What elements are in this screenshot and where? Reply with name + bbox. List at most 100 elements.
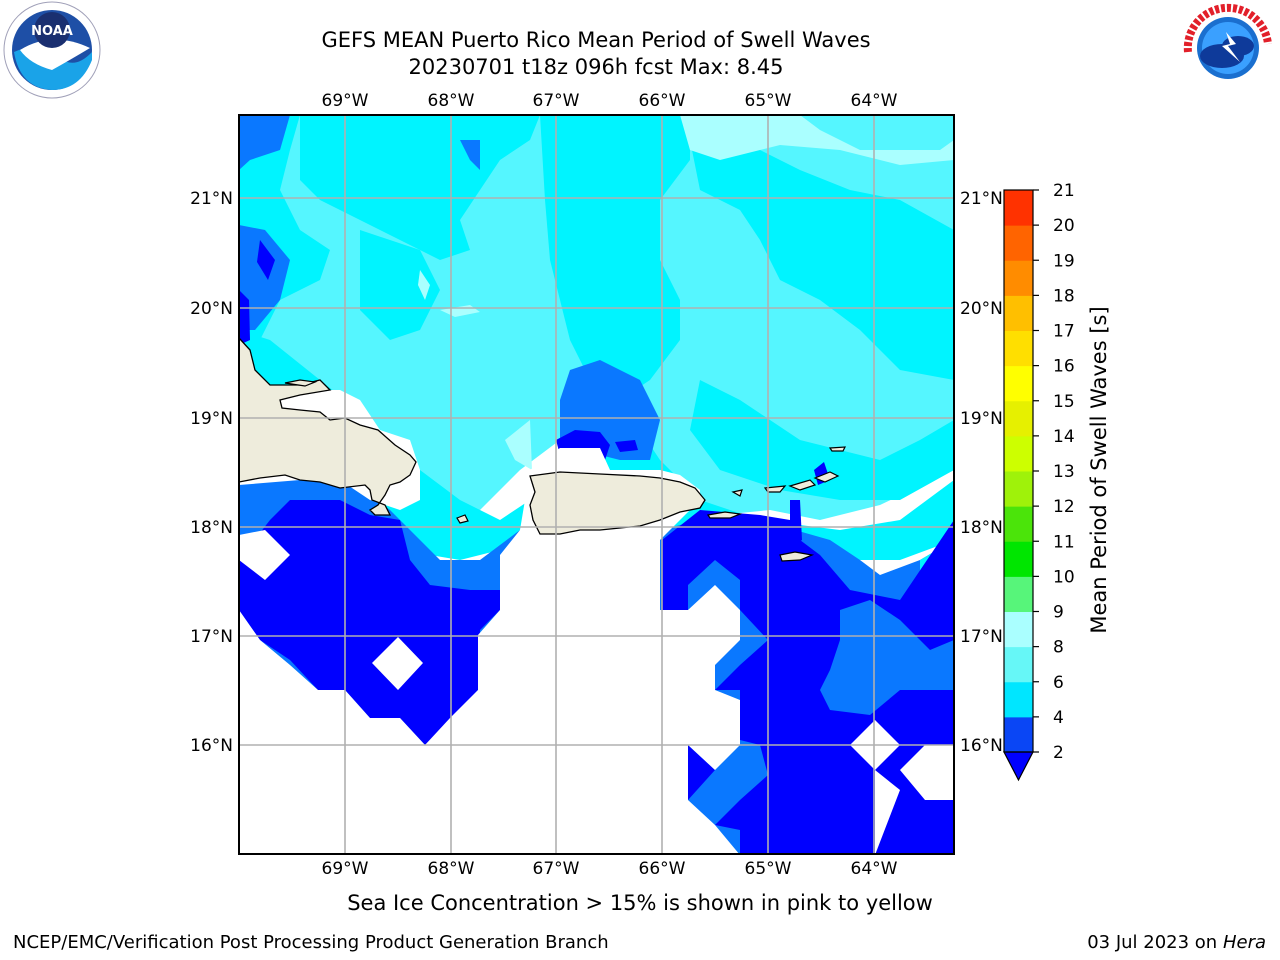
lon-label-bottom: 69°W: [322, 859, 369, 879]
date-value: 03 Jul 2023 on: [1087, 932, 1218, 953]
island-tortola: [788, 479, 817, 491]
colorbar-tick-label: 15: [1053, 392, 1075, 412]
lon-label-top: 69°W: [322, 91, 369, 111]
lon-label-top: 67°W: [533, 91, 580, 111]
lat-label-left: 19°N: [190, 409, 233, 429]
colorbar-segment: [1004, 541, 1033, 577]
contour-below-2-e: [257, 240, 275, 280]
lat-label-left: 20°N: [190, 299, 233, 319]
contour-4-6-d: [690, 140, 954, 380]
colorbar-segment: [1004, 365, 1033, 402]
colorbar-segment: [1004, 260, 1033, 296]
colorbar-tick-label: 8: [1053, 638, 1064, 658]
colorbar-tick-label: 9: [1053, 603, 1064, 623]
colorbar-extend-arrow: [1003, 751, 1034, 782]
contour-2-4-west2: [239, 225, 290, 330]
island-vieques: [706, 511, 743, 519]
contour-below-2-a: [239, 500, 500, 745]
colorbar-tick-label: 4: [1053, 708, 1064, 728]
colorbar-tick-label: 17: [1053, 322, 1075, 342]
colorbar-tick-label: 20: [1053, 216, 1075, 236]
colorbar-tick-label: 2: [1053, 743, 1064, 763]
contour-below-2-g: [615, 440, 638, 452]
colorbar-segment: [1004, 330, 1033, 367]
lon-label-bottom: 68°W: [428, 859, 475, 879]
svg-text:NOAA: NOAA: [31, 24, 73, 39]
colorbar-tick-label: 10: [1053, 567, 1075, 587]
title-line-2: 20230701 t18z 096h fcst Max: 8.45: [408, 55, 784, 79]
lon-label-bottom: 67°W: [533, 859, 580, 879]
colorbar-segment: [1004, 190, 1033, 226]
island-tortuga: [284, 379, 318, 387]
colorbar-segment: [1004, 576, 1033, 612]
colorbar-tick-label: 16: [1053, 357, 1075, 377]
island-mona: [456, 514, 469, 524]
lat-label-left: 17°N: [190, 627, 233, 647]
lon-label-top: 65°W: [745, 91, 792, 111]
nodata-diamond-west: [372, 637, 423, 690]
land-hispaniola: [239, 337, 417, 516]
colorbar-segment: [1004, 681, 1033, 718]
colorbar-segment: [1004, 435, 1033, 472]
contour-below-2-b: [662, 510, 954, 854]
lat-label-left: 18°N: [190, 518, 233, 538]
map-frame: [238, 114, 955, 855]
colorbar-segment: [1004, 295, 1033, 331]
colorbar-label: Mean Period of Swell Waves [s]: [1087, 306, 1111, 633]
lat-label-right: 21°N: [960, 189, 1003, 209]
colorbar-tick-label: 11: [1053, 532, 1075, 552]
nodata-east-b: [900, 745, 954, 800]
colorbar-segment: [1004, 471, 1033, 507]
contour-4-6-f: [360, 230, 440, 340]
lon-label-bottom: 66°W: [639, 859, 686, 879]
machine-name: Hera: [1222, 932, 1266, 953]
nodata-square-west: [239, 530, 290, 580]
colorbar-segment: [1004, 646, 1033, 683]
island-st-croix: [779, 551, 815, 562]
colorbar-segment: [1004, 400, 1033, 437]
contour-8-9-b: [418, 270, 430, 300]
contour-8-9-a: [680, 115, 954, 165]
island-anegada: [828, 446, 847, 452]
colorbar: 2 4 6 8 9 10 11 12 13 14 15 16 17 18 19 20 21: [1003, 181, 1075, 782]
nws-logo: [1182, 2, 1274, 94]
title-line-1: GEFS MEAN Puerto Rico Mean Period of Swe…: [321, 28, 871, 52]
nodata-east-c: [875, 770, 900, 854]
colorbar-tick-label: 12: [1053, 497, 1075, 517]
colorbar-segment: [1004, 716, 1033, 753]
contour-4-6-g: [690, 380, 954, 500]
contour-2-4-n: [460, 140, 480, 170]
lat-label-right: 16°N: [960, 736, 1003, 756]
colorbar-segment: [1004, 225, 1033, 261]
lat-label-right: 20°N: [960, 299, 1003, 319]
island-virgin-gorda: [813, 471, 840, 483]
contour-8-9-d: [505, 420, 532, 470]
colorbar-tick-label: 6: [1053, 673, 1064, 693]
lon-label-top: 66°W: [639, 91, 686, 111]
noaa-logo: NOAA: [3, 1, 101, 99]
date-text: 03 Jul 2023 on Hera: [1087, 932, 1266, 953]
gridlines: [239, 115, 954, 854]
lat-label-left: 16°N: [190, 736, 233, 756]
colorbar-segment: [1004, 506, 1033, 542]
sea-ice-note: Sea Ice Concentration > 15% is shown in …: [347, 891, 933, 915]
colorbar-tick-label: 18: [1053, 286, 1075, 306]
colorbar-tick-label: 13: [1053, 462, 1075, 482]
credit-text: NCEP/EMC/Verification Post Processing Pr…: [13, 932, 609, 953]
contour-below-2-i: [790, 500, 802, 548]
lat-label-left: 21°N: [190, 189, 233, 209]
colorbar-tick-label: 19: [1053, 251, 1075, 271]
island-culebra: [731, 489, 743, 497]
lat-label-right: 18°N: [960, 518, 1003, 538]
lon-label-bottom: 64°W: [851, 859, 898, 879]
colorbar-segment: [1004, 611, 1033, 648]
lat-label-right: 17°N: [960, 627, 1003, 647]
nodata-south-pr: [239, 448, 740, 854]
contour-below-2-c: [688, 745, 715, 800]
colorbar-tick-label: 21: [1053, 181, 1075, 201]
contour-below-2-d: [239, 290, 250, 345]
contour-2-4-west: [239, 115, 290, 170]
lon-label-bottom: 65°W: [745, 859, 792, 879]
colorbar-tick-label: 14: [1053, 427, 1075, 447]
